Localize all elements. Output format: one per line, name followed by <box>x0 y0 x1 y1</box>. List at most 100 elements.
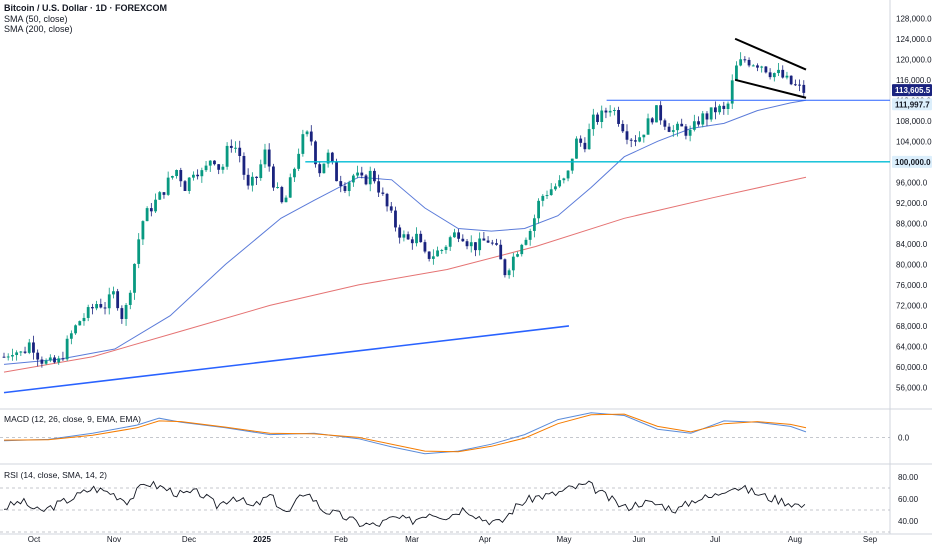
candle-down <box>663 120 667 127</box>
candle-down <box>764 66 768 73</box>
candle-down <box>490 242 494 244</box>
candle-down <box>617 110 620 124</box>
candle-down <box>373 170 376 182</box>
y-tick-label: 60,000.0 <box>896 363 928 372</box>
candle-up <box>709 107 713 120</box>
candle-down <box>486 240 490 243</box>
candle-up <box>751 65 755 67</box>
candle-down <box>255 176 258 179</box>
macd-legend[interactable]: MACD (12, 26, close, 9, EMA, EMA) <box>4 414 141 424</box>
candles-layer <box>2 52 806 368</box>
candle-down <box>419 233 423 243</box>
y-tick-label: 128,000.0 <box>896 14 932 23</box>
rsi-tick-label: 60.00 <box>898 495 919 504</box>
candle-up <box>537 200 540 219</box>
candle-down <box>697 121 700 125</box>
candle-down <box>335 161 338 182</box>
flag-pattern-layer[interactable] <box>734 37 807 99</box>
candle-up <box>777 69 780 74</box>
candle-down <box>461 238 465 242</box>
candle-down <box>394 210 397 228</box>
resistance-price-badge <box>892 98 932 111</box>
x-tick-label: Mar <box>405 535 419 544</box>
candle-down <box>596 114 599 123</box>
candle-up <box>145 208 149 222</box>
candle-down <box>667 126 671 132</box>
candle-down <box>381 192 385 194</box>
candle-up <box>57 358 61 363</box>
candle-up <box>263 149 267 165</box>
current-price-badge <box>892 84 932 97</box>
candle-down <box>781 69 785 78</box>
rsi-legend[interactable]: RSI (14, close, SMA, 14, 2) <box>4 470 107 480</box>
candle-up <box>638 137 642 142</box>
candle-down <box>684 126 688 136</box>
candle-down <box>246 174 250 186</box>
candle-down <box>120 308 124 319</box>
candle-up <box>297 153 301 169</box>
candle-up <box>86 307 90 318</box>
candle-up <box>322 163 326 174</box>
x-tick-label: Apr <box>479 535 492 544</box>
candle-down <box>705 113 709 120</box>
candle-up <box>74 325 77 334</box>
candle-down <box>318 164 322 174</box>
chart-title: Bitcoin / U.S. Dollar · 1D · FOREXCOM <box>4 3 168 13</box>
candle-down <box>713 107 717 113</box>
candle-down <box>53 357 56 363</box>
candle-down <box>659 105 663 121</box>
x-tick-label: Jun <box>633 535 646 544</box>
candle-down <box>90 307 94 309</box>
signal-line <box>3 413 807 453</box>
candle-up <box>402 234 406 238</box>
rsi-tick-label: 40.00 <box>898 517 919 526</box>
candle-up <box>326 152 330 164</box>
candle-up <box>760 66 764 68</box>
y-tick-label: 64,000.0 <box>896 342 928 351</box>
candle-up <box>431 256 435 259</box>
candle-up <box>520 244 524 255</box>
x-tick-label: Aug <box>788 535 802 544</box>
candle-up <box>444 246 448 251</box>
trendline-layer[interactable] <box>3 325 570 394</box>
candle-down <box>179 170 183 182</box>
candle-down <box>457 232 461 239</box>
candle-up <box>204 165 208 171</box>
candle-up <box>587 129 591 150</box>
candle-down <box>36 352 40 360</box>
candle-up <box>772 73 776 78</box>
macd-tick-label: 0.0 <box>898 433 910 442</box>
candle-down <box>32 342 35 353</box>
sma-50-line <box>3 99 807 365</box>
candle-down <box>389 206 393 211</box>
candle-down <box>474 242 477 251</box>
candle-down <box>583 142 587 150</box>
candle-up <box>65 338 69 360</box>
level-lines-layer[interactable] <box>305 99 890 163</box>
candle-down <box>789 75 793 85</box>
candle-down <box>183 181 187 191</box>
candle-up <box>692 121 696 130</box>
candle-up <box>356 172 359 176</box>
candle-up <box>554 186 557 190</box>
candle-up <box>701 113 705 125</box>
candle-up <box>566 170 570 179</box>
y-tick-label: 80,000.0 <box>896 260 928 269</box>
candle-down <box>330 152 334 162</box>
candle-down <box>743 59 747 61</box>
candle-up <box>511 256 515 271</box>
sma50-legend[interactable]: SMA (50, close) <box>4 14 68 24</box>
candle-up <box>141 221 145 240</box>
candle-down <box>229 145 233 148</box>
candle-up <box>234 147 237 149</box>
candle-down <box>722 105 726 110</box>
y-tick-label: 68,000.0 <box>896 322 928 331</box>
candle-up <box>95 304 99 309</box>
candle-up <box>170 176 174 178</box>
y-tick-label: 108,000.0 <box>896 117 932 126</box>
candle-down <box>213 160 216 165</box>
sma200-legend[interactable]: SMA (200, close) <box>4 24 73 34</box>
candle-up <box>453 232 456 238</box>
